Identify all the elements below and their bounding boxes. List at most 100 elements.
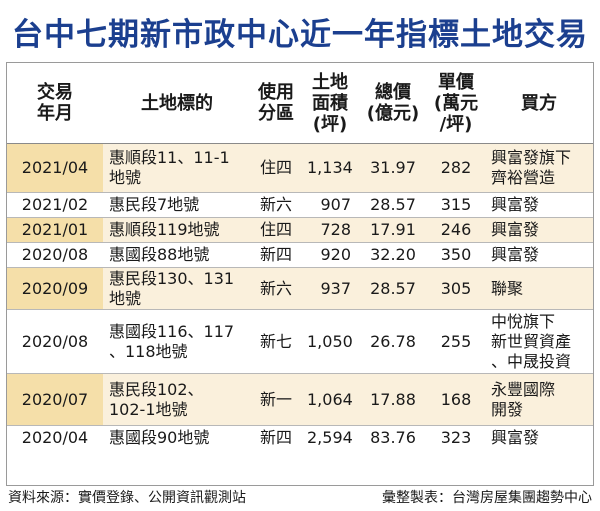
cell-plot: 惠順段11、11-1 地號 [103, 143, 251, 193]
table-row: 2020/09 惠民段130、131 地號 新六 937 28.57 305 聯聚 [7, 267, 593, 310]
table-row: 2020/04 惠國段90地號 新四 2,594 83.76 323 興富發 [7, 426, 593, 451]
cell-total: 31.97 [359, 143, 427, 193]
cell-zone: 新六 [251, 192, 301, 218]
cell-plot: 惠國段116、117 、118地號 [103, 309, 251, 374]
cell-unit: 246 [427, 217, 485, 243]
header-area: 土地 面積 (坪) [301, 63, 359, 144]
cell-buyer-line: 開發 [491, 399, 524, 419]
transaction-table: 交易 年月 土地標的 使用 分區 土地 面積 (坪) 總價 (億元) [7, 63, 593, 451]
cell-plot: 惠順段119地號 [103, 217, 251, 243]
cell-plot: 惠民段102、 102-1地號 [103, 373, 251, 426]
cell-plot-line: 惠民段7地號 [109, 195, 200, 214]
cell-unit: 255 [427, 309, 485, 374]
cell-area: 937 [301, 267, 359, 310]
cell-area: 920 [301, 242, 359, 268]
header-plot: 土地標的 [103, 63, 251, 144]
header-unit: 單價 (萬元/坪) [427, 63, 485, 144]
table-row: 2021/01 惠順段119地號 住四 728 17.91 246 興富發 [7, 217, 593, 243]
cell-buyer-line: 興富發 [491, 220, 540, 239]
cell-buyer: 永豐國際 開發 [485, 373, 593, 426]
cell-buyer-line: 興富發旗下 [491, 148, 572, 167]
cell-buyer: 興富發 [485, 242, 593, 268]
cell-zone: 住四 [251, 217, 301, 243]
cell-total: 26.78 [359, 309, 427, 374]
cell-buyer-line: 、中晟投資 [491, 351, 572, 371]
cell-date: 2021/02 [7, 192, 103, 218]
cell-unit: 168 [427, 373, 485, 426]
cell-buyer: 興富發 [485, 217, 593, 243]
cell-total: 28.57 [359, 192, 427, 218]
cell-plot-line: 惠民段102、 [109, 379, 204, 399]
cell-unit: 350 [427, 242, 485, 268]
table-row: 2021/02 惠民段7地號 新六 907 28.57 315 興富發 [7, 192, 593, 218]
cell-plot-line: 、118地號 [109, 341, 188, 361]
cell-unit: 315 [427, 192, 485, 218]
cell-buyer: 興富發 [485, 192, 593, 218]
cell-zone: 新一 [251, 373, 301, 426]
cell-buyer-line: 聯聚 [491, 278, 524, 298]
cell-buyer-line: 興富發 [491, 245, 540, 264]
cell-unit: 282 [427, 143, 485, 193]
header-buyer: 買方 [485, 63, 593, 144]
cell-total: 83.76 [370, 428, 416, 448]
cell-buyer: 聯聚 [485, 267, 593, 310]
cell-buyer: 興富發 [485, 426, 593, 451]
cell-plot: 惠民段7地號 [103, 192, 251, 218]
cell-zone: 新七 [251, 309, 301, 374]
cell-area: 1,134 [301, 143, 359, 193]
cell-plot-line: 惠國段90地號 [109, 428, 210, 448]
cell-plot-line: 地號 [109, 288, 142, 308]
header-zone: 使用 分區 [251, 63, 301, 144]
cell-area: 907 [301, 192, 359, 218]
cell-zone: 住四 [251, 143, 301, 193]
cell-plot-line: 惠順段11、11-1 [109, 148, 230, 167]
transaction-table-card: 交易 年月 土地標的 使用 分區 土地 面積 (坪) 總價 (億元) [6, 62, 594, 486]
cell-total: 17.91 [359, 217, 427, 243]
cell-zone: 新四 [251, 242, 301, 268]
header-total: 總價 (億元) [359, 63, 427, 144]
cell-buyer-line: 齊裕營造 [491, 168, 556, 187]
cell-plot: 惠國段88地號 [103, 242, 251, 268]
cell-plot-line: 惠順段119地號 [109, 220, 220, 239]
cell-zone: 新四 [259, 428, 292, 448]
table-row: 2020/07 惠民段102、 102-1地號 新一 1,064 17.88 168 永豐國際… [7, 373, 593, 426]
cell-plot-line: 102-1地號 [109, 399, 188, 419]
cell-unit: 305 [427, 267, 485, 310]
cell-zone: 新六 [251, 267, 301, 310]
cell-buyer-line: 中悅旗下 [491, 311, 556, 331]
cell-unit: 323 [440, 428, 472, 448]
cell-plot: 惠民段130、131 地號 [103, 267, 251, 310]
credit-note: 彙整製表：台灣房屋集團趨勢中心 [382, 490, 592, 506]
cell-plot-line: 惠民段130、131 [109, 268, 235, 288]
header-date: 交易 年月 [7, 63, 103, 144]
cell-buyer: 興富發旗下 齊裕營造 [485, 143, 593, 193]
cell-date: 2020/09 [7, 267, 103, 310]
table-row: 2021/04 惠順段11、11-1 地號 住四 1,134 31.97 282 興富發旗下齊… [7, 143, 593, 193]
cell-plot-line: 惠國段88地號 [109, 245, 210, 264]
table-body: 2021/04 惠順段11、11-1 地號 住四 1,134 31.97 282 興富發旗下齊… [7, 143, 593, 451]
cell-buyer: 中悅旗下 新世貿資產 、中晟投資 [485, 309, 593, 374]
cell-plot-line: 地號 [109, 168, 142, 187]
cell-date: 2021/01 [7, 217, 103, 243]
page-title: 台中七期新市政中心近一年指標土地交易 [12, 16, 588, 53]
cell-area: 1,050 [301, 309, 359, 374]
table-row: 2020/08 惠國段88地號 新四 920 32.20 350 興富發 [7, 242, 593, 268]
cell-buyer-line: 永豐國際 [491, 379, 556, 399]
cell-area: 728 [301, 217, 359, 243]
cell-date: 2020/07 [7, 373, 103, 426]
cell-buyer-line: 興富發 [491, 428, 540, 448]
cell-plot: 惠國段90地號 [103, 426, 251, 451]
cell-buyer-line: 新世貿資產 [491, 331, 572, 351]
table-row: 2020/08 惠國段116、117 、118地號 新七 1,050 26.78 255 中悅… [7, 309, 593, 374]
cell-area: 2,594 [307, 428, 353, 448]
cell-total: 28.57 [359, 267, 427, 310]
cell-date: 2020/08 [7, 242, 103, 268]
cell-total: 32.20 [359, 242, 427, 268]
cell-date: 2020/08 [7, 309, 103, 374]
cell-total: 17.88 [359, 373, 427, 426]
cell-buyer-line: 興富發 [491, 195, 540, 214]
cell-date: 2021/04 [7, 143, 103, 193]
footer: 資料來源：實價登錄、公開資訊觀測站 彙整製表：台灣房屋集團趨勢中心 [8, 487, 592, 509]
source-note: 資料來源：實價登錄、公開資訊觀測站 [8, 490, 246, 506]
